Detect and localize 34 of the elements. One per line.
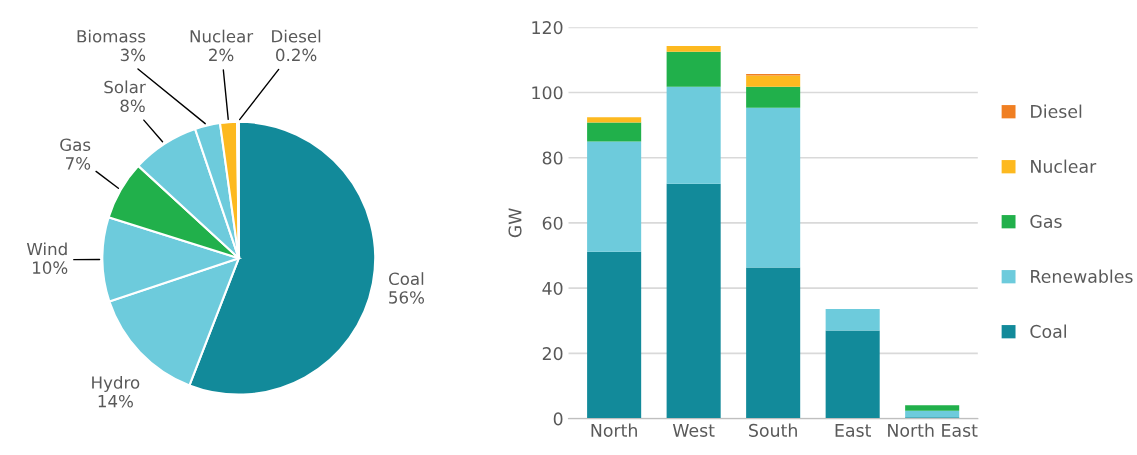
x-tick-label: North East — [888, 423, 978, 437]
slice-label: Solar — [104, 80, 146, 94]
slice-label: Nuclear — [190, 29, 254, 43]
legend-label: Nuclear — [1031, 159, 1097, 173]
data-label: 56% — [389, 291, 425, 304]
slice-label: Wind — [26, 242, 67, 256]
legend-label: Coal — [1030, 324, 1066, 338]
data-label: 0.2% — [276, 48, 317, 62]
y-axis-title: GW — [508, 208, 522, 238]
slice-label: Gas — [60, 138, 91, 152]
slice-label: Hydro — [92, 375, 140, 393]
x-tick-label: North — [591, 423, 637, 437]
y-tick-label: 120 — [532, 21, 563, 35]
y-tick-label: 80 — [542, 151, 563, 165]
x-tick-label: West — [672, 424, 715, 437]
data-label: 14% — [98, 394, 133, 408]
legend-label: Gas — [1030, 214, 1062, 228]
slice-label: Diesel — [272, 29, 321, 43]
slice-label: Coal — [389, 272, 424, 286]
y-tick-label: 100 — [532, 86, 563, 100]
x-tick-label: East — [835, 424, 871, 437]
y-tick-label: 0 — [553, 412, 563, 426]
y-tick-label: 60 — [542, 216, 563, 230]
data-label: 3% — [120, 48, 146, 62]
data-label: 2% — [209, 48, 234, 62]
legend-label: Renewables — [1031, 269, 1133, 283]
data-label: 7% — [66, 157, 91, 170]
legend-label: Diesel — [1031, 104, 1082, 118]
data-label: 8% — [120, 99, 145, 113]
y-tick-label: 40 — [542, 281, 563, 296]
slice-label: Biomass — [77, 29, 146, 43]
data-label: 10% — [33, 261, 68, 274]
x-tick-label: South — [749, 423, 797, 437]
y-tick-label: 20 — [542, 347, 563, 361]
